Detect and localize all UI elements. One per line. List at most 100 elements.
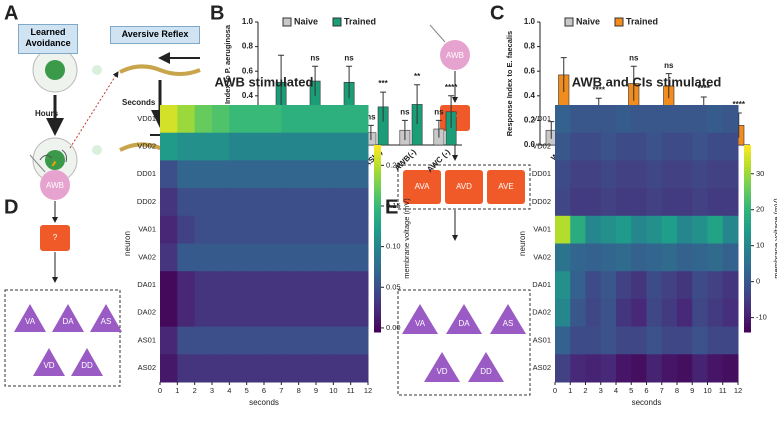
heatmap-cell xyxy=(631,354,647,383)
y-tick-label: 1.0 xyxy=(242,17,254,26)
colorbar-step xyxy=(374,157,381,162)
colorbar-step xyxy=(374,222,381,227)
heatmap-cell xyxy=(264,354,282,383)
colorbar-step xyxy=(744,222,751,227)
heatmap-cell xyxy=(692,243,708,272)
row-label: AS01 xyxy=(533,335,551,344)
heatmap-cell xyxy=(316,298,334,328)
heatmap-cell xyxy=(677,243,693,272)
heatmap-cell xyxy=(281,271,300,300)
heatmap-cell xyxy=(707,271,724,300)
heatmap-cell xyxy=(316,271,334,300)
heatmap-cell xyxy=(570,271,586,300)
legend-swatch xyxy=(564,17,574,27)
heatmap-cell xyxy=(707,326,724,355)
heatmap-cell xyxy=(570,132,586,161)
heatmap-cell xyxy=(570,215,586,244)
heatmap-cell xyxy=(350,105,369,134)
heatmap-cell xyxy=(585,215,602,244)
heatmap-cell xyxy=(555,160,571,189)
error-bar xyxy=(665,73,672,99)
colorbar-step xyxy=(374,173,381,177)
heatmap-cell xyxy=(616,243,632,272)
heatmap-cell xyxy=(646,132,663,161)
colorbar-step xyxy=(374,288,381,292)
heatmap-cell xyxy=(212,132,230,161)
heatmap-cell xyxy=(722,215,739,244)
colorbar-step xyxy=(744,263,751,268)
heatmap-cell xyxy=(177,105,196,134)
colorbar-step xyxy=(374,219,381,224)
heatmap-cell xyxy=(646,215,663,244)
heatmap-cell xyxy=(585,354,602,383)
heatmap-cell xyxy=(229,243,248,272)
row-label: DA02 xyxy=(532,308,551,317)
colorbar-tick-label: 0.00 xyxy=(386,323,401,332)
heatmap-cell xyxy=(298,243,317,272)
heatmap-cell xyxy=(631,215,647,244)
heatmap-cell xyxy=(194,326,213,355)
colorbar-tick-label: 0.20 xyxy=(386,160,401,169)
colorbar-step xyxy=(374,226,381,230)
heatmap-cell xyxy=(722,132,739,161)
heatmap-cell xyxy=(298,354,317,383)
heatmap-cell xyxy=(661,326,678,355)
colorbar-step xyxy=(744,185,751,190)
heatmap-cell xyxy=(333,160,352,189)
heatmap-cell xyxy=(722,160,739,189)
heatmap-cell xyxy=(298,160,317,189)
heatmap-cell xyxy=(229,326,248,355)
colorbar-step xyxy=(744,179,751,183)
heatmap-cell xyxy=(160,105,178,134)
x-tick-label: 6 xyxy=(644,386,648,395)
row-label: VA02 xyxy=(533,252,551,261)
error-bar xyxy=(367,124,374,141)
heatmap-cell xyxy=(246,160,265,189)
x-tick-label: 5 xyxy=(245,386,249,395)
heatmap-cell xyxy=(281,105,300,134)
heatmap-cell xyxy=(631,105,647,134)
heatmap-cell xyxy=(707,243,724,272)
heatmap-cell xyxy=(212,326,230,355)
heatmap-cell xyxy=(570,160,586,189)
colorbar-step xyxy=(374,297,381,302)
heatmap-cell xyxy=(616,132,632,161)
colorbar-step xyxy=(744,307,751,311)
heatmap-cell xyxy=(194,298,213,328)
colorbar-step xyxy=(744,322,751,327)
colorbar-step xyxy=(744,238,751,243)
heatmap-cell xyxy=(722,243,739,272)
colorbar-step xyxy=(744,148,751,152)
heatmap-cell xyxy=(722,298,739,328)
colorbar-step xyxy=(374,185,381,190)
colorbar-step xyxy=(744,232,751,236)
colorbar-step xyxy=(374,204,381,208)
heatmap-cell xyxy=(350,326,369,355)
colorbar-step xyxy=(374,285,381,289)
row-label: AS02 xyxy=(533,363,551,372)
heatmap-cell xyxy=(281,354,300,383)
heatmap-cell xyxy=(677,215,693,244)
colorbar-step xyxy=(374,207,381,211)
colorbar-step xyxy=(744,160,751,165)
row-label: DD02 xyxy=(137,197,156,206)
heatmap-cell xyxy=(555,271,571,300)
heatmap-cell xyxy=(350,298,369,328)
heatmap-cell xyxy=(677,160,693,189)
node-label: AWB xyxy=(446,51,464,60)
heatmap-cell xyxy=(229,105,248,134)
heatmap-cell xyxy=(631,298,647,328)
colorbar-step xyxy=(744,241,751,246)
colorbar-step xyxy=(374,310,381,314)
node-label: VD xyxy=(43,361,54,370)
heatmap-cell xyxy=(160,243,178,272)
heatmap-cell xyxy=(661,160,678,189)
heatmap-cell xyxy=(692,132,708,161)
error-bar xyxy=(548,121,555,139)
colorbar-step xyxy=(374,328,381,333)
heatmap-cell xyxy=(177,243,196,272)
heatmap-cell xyxy=(600,160,617,189)
legend-swatch xyxy=(282,17,292,27)
heatmap-cell xyxy=(177,326,196,355)
